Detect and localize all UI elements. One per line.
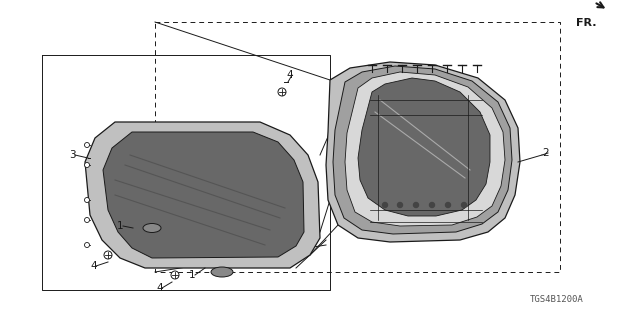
Circle shape — [84, 218, 90, 222]
Text: FR.: FR. — [576, 18, 596, 28]
Text: 2: 2 — [542, 148, 548, 158]
Circle shape — [413, 203, 419, 207]
Ellipse shape — [211, 267, 233, 277]
Text: 4: 4 — [286, 70, 292, 80]
Text: TGS4B1200A: TGS4B1200A — [530, 295, 584, 304]
Text: 3: 3 — [69, 150, 76, 160]
Circle shape — [104, 251, 112, 259]
Circle shape — [84, 142, 90, 148]
Polygon shape — [85, 122, 320, 268]
Text: 1: 1 — [117, 221, 124, 231]
Circle shape — [383, 203, 387, 207]
Polygon shape — [326, 62, 520, 242]
Polygon shape — [358, 78, 490, 216]
Circle shape — [429, 203, 435, 207]
Circle shape — [84, 163, 90, 167]
Circle shape — [84, 243, 90, 247]
Polygon shape — [103, 132, 304, 258]
Circle shape — [445, 203, 451, 207]
Text: 4: 4 — [90, 261, 97, 271]
Circle shape — [278, 88, 286, 96]
Text: 4: 4 — [156, 283, 163, 293]
Ellipse shape — [143, 223, 161, 233]
Circle shape — [171, 271, 179, 279]
Polygon shape — [345, 72, 505, 226]
Circle shape — [461, 203, 467, 207]
Circle shape — [397, 203, 403, 207]
Polygon shape — [333, 66, 512, 234]
Circle shape — [84, 197, 90, 203]
Text: 1: 1 — [189, 270, 196, 280]
